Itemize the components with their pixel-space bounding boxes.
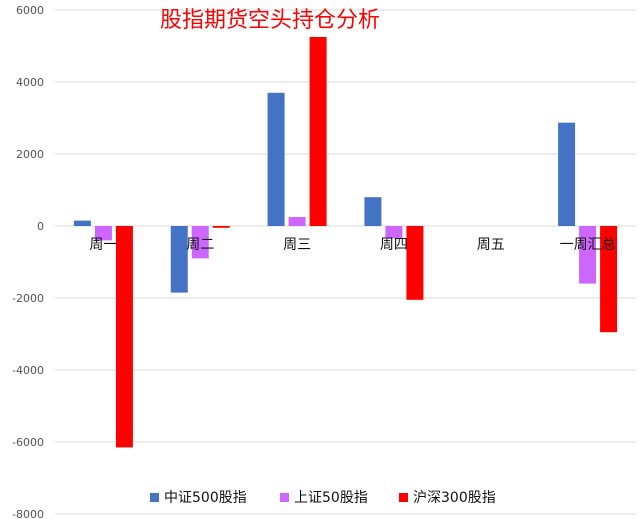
category-labels: 周一 周二 周三 周四 周五 一周汇总 (89, 237, 615, 253)
chart-title: 股指期货空头持仓分析 (160, 8, 380, 33)
category-label: 一周汇总 (560, 237, 616, 253)
bar (212, 226, 230, 228)
category-label: 周五 (477, 237, 505, 253)
y-tick-label: -8000 (12, 508, 44, 519)
y-tick-label: 0 (37, 220, 44, 233)
y-tick-label: 4000 (16, 76, 44, 89)
legend-swatch (150, 493, 159, 502)
legend-label: 上证50股指 (294, 490, 368, 506)
legend-swatch (399, 493, 408, 502)
bar (191, 226, 209, 259)
bar (600, 226, 618, 333)
bars (73, 37, 618, 448)
bar (364, 197, 382, 226)
y-tick-label: 2000 (16, 148, 44, 161)
bar (94, 226, 112, 241)
bar (406, 226, 424, 300)
bar (309, 37, 327, 226)
legend: 中证500股指 上证50股指 沪深300股指 (150, 490, 496, 506)
y-tick-label: -4000 (12, 364, 44, 377)
legend-label: 中证500股指 (164, 490, 247, 506)
y-tick-label: -6000 (12, 436, 44, 449)
y-tick-label: 6000 (16, 4, 44, 17)
legend-label: 沪深300股指 (413, 490, 496, 506)
category-label: 周二 (186, 237, 214, 253)
gridlines (55, 9, 636, 515)
legend-swatch (280, 493, 289, 502)
category-label: 周四 (380, 237, 408, 253)
category-label: 周三 (283, 237, 311, 253)
bar (115, 226, 133, 448)
bar (288, 217, 306, 226)
bar (267, 92, 285, 226)
bar (170, 226, 188, 293)
y-axis-ticks: -8000 -6000 -4000 -2000 0 2000 4000 6000 (12, 4, 44, 519)
y-tick-label: -2000 (12, 292, 44, 305)
bar (73, 220, 91, 226)
bar (558, 122, 576, 226)
bar (385, 226, 403, 239)
bar (579, 226, 597, 284)
category-label: 周一 (89, 237, 117, 253)
